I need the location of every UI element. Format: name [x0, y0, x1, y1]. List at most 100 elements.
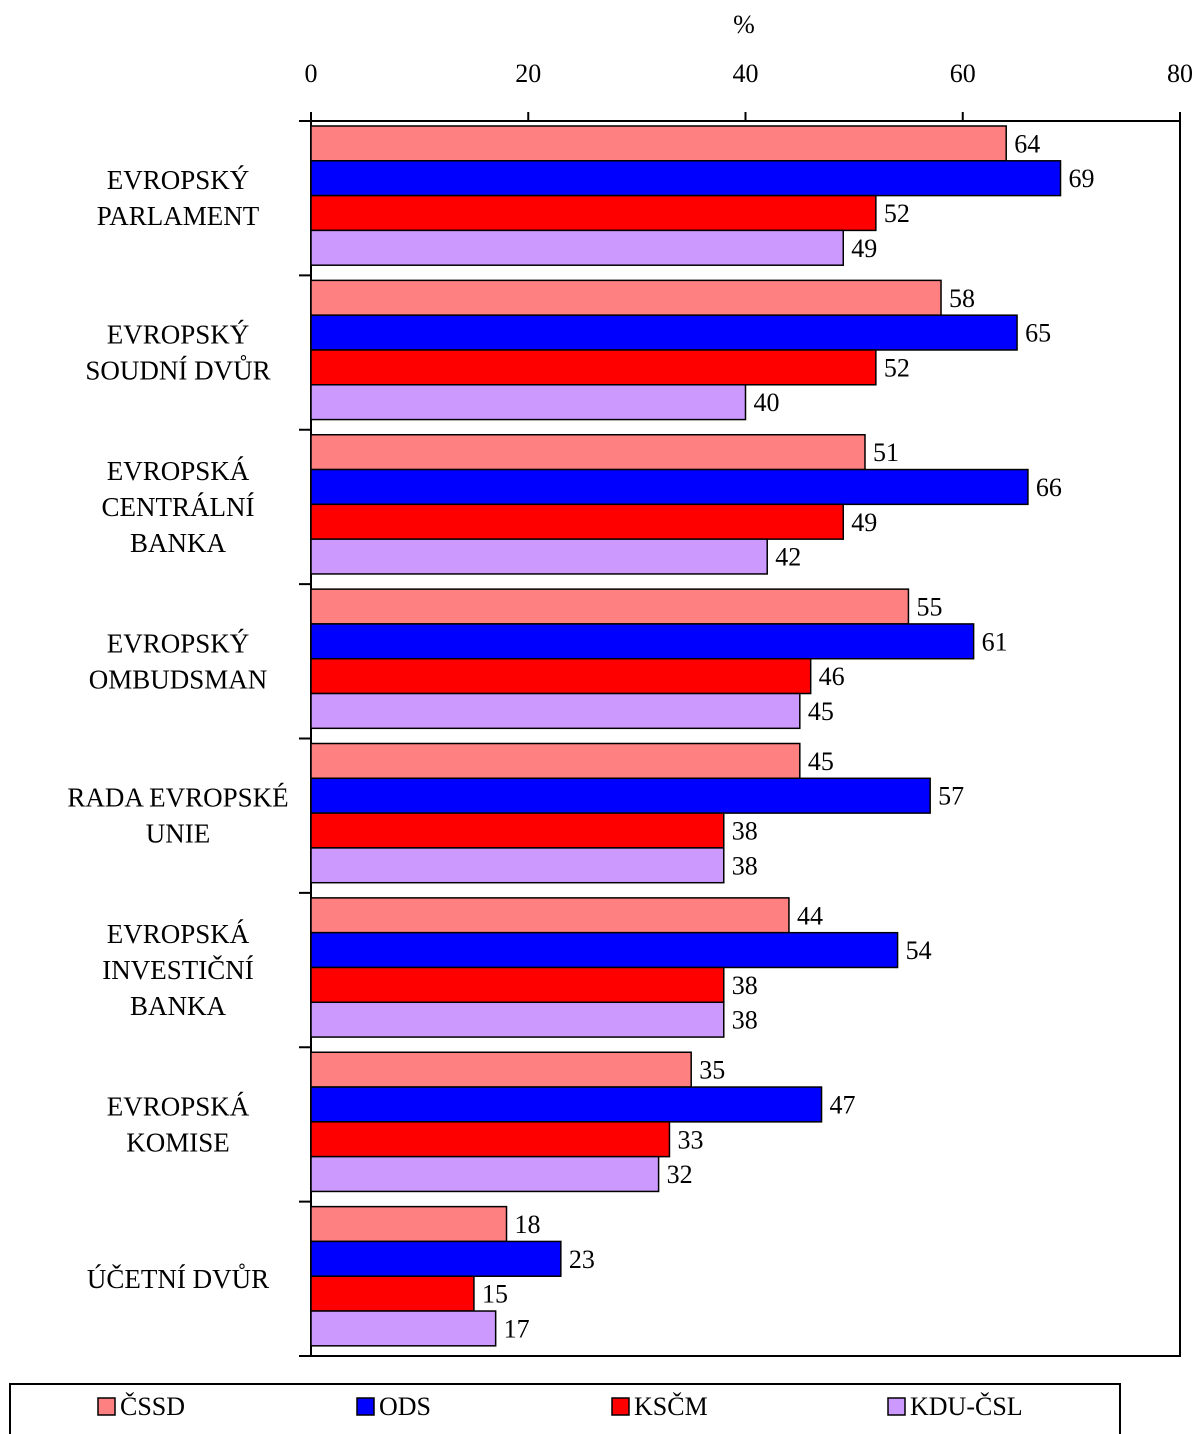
legend-swatch	[611, 1397, 630, 1416]
value-label: 15	[482, 1280, 508, 1309]
value-label: 38	[732, 971, 758, 1000]
value-label: 42	[775, 543, 801, 572]
category-label: KOMISE	[126, 1127, 230, 1157]
bar-kdu-sl-7	[310, 1310, 497, 1347]
axes	[299, 112, 1181, 1357]
category-label: ÚČETNÍ DVŮR	[87, 1263, 269, 1294]
value-label: 45	[808, 697, 834, 726]
bar--ssd-5	[310, 897, 790, 934]
value-label: 61	[982, 627, 1008, 656]
bar-ks-m-4	[310, 812, 725, 849]
value-label: 32	[667, 1160, 693, 1189]
category-label: INVESTIČNÍ	[102, 955, 253, 985]
category-label: PARLAMENT	[97, 201, 260, 231]
x-tick-label: 40	[733, 59, 759, 88]
value-label: 18	[515, 1210, 541, 1239]
category-label: EVROPSKÝ	[107, 628, 250, 658]
value-label: 51	[873, 438, 899, 467]
bars	[310, 125, 1062, 1347]
value-label: 47	[830, 1090, 856, 1119]
x-tick-label: 20	[515, 59, 541, 88]
value-label: 52	[884, 353, 910, 382]
legend-label: KDU-ČSL	[910, 1392, 1023, 1421]
x-tick-label: 0	[305, 59, 318, 88]
bar-ks-m-0	[310, 194, 877, 232]
bar--ssd-0	[310, 125, 1007, 162]
category-label: EVROPSKÁ	[107, 919, 250, 949]
value-label: 64	[1014, 129, 1040, 158]
value-label: 52	[884, 199, 910, 228]
bar--ssd-1	[310, 279, 942, 316]
bar-kdu-sl-3	[310, 692, 801, 730]
bar-kdu-sl-1	[310, 384, 747, 421]
bar-ks-m-3	[310, 657, 812, 695]
legend: ČSSD ODS KSČM KDU-ČSL	[9, 1383, 1121, 1434]
labels: 0 20 40 60 8064695249EVROPSKÝPARLAMENT586552…	[67, 59, 1193, 1343]
category-label: CENTRÁLNÍ	[102, 492, 255, 522]
value-label: 58	[949, 284, 975, 313]
value-label: 38	[732, 817, 758, 846]
x-axis-label: %	[733, 10, 755, 39]
bar-ods-3	[310, 623, 975, 660]
bar--ssd-6	[310, 1051, 692, 1088]
category-label: OMBUDSMAN	[89, 664, 268, 694]
category-label: EVROPSKÁ	[107, 456, 250, 486]
value-label: 46	[819, 662, 845, 691]
bar-ods-1	[310, 314, 1018, 351]
bar-kdu-sl-6	[310, 1155, 660, 1193]
bar--ssd-4	[310, 742, 801, 780]
category-label: RADA EVROPSKÉ	[67, 783, 288, 813]
legend-box	[9, 1383, 1121, 1434]
value-label: 23	[569, 1245, 595, 1274]
value-label: 49	[851, 508, 877, 537]
category-label: BANKA	[130, 991, 227, 1021]
value-label: 33	[677, 1125, 703, 1154]
bar-ks-m-2	[310, 503, 845, 540]
category-label: EVROPSKÝ	[107, 320, 250, 350]
bar--ssd-2	[310, 434, 866, 471]
x-tick-label: 60	[950, 59, 976, 88]
value-label: 55	[916, 593, 942, 622]
value-label: 54	[906, 936, 932, 965]
value-label: 49	[851, 234, 877, 263]
bar-kdu-sl-5	[310, 1001, 725, 1038]
category-label: EVROPSKÝ	[107, 165, 250, 195]
x-tick-label: 80	[1167, 59, 1193, 88]
bar--ssd-7	[310, 1205, 508, 1243]
legend-label: KSČM	[634, 1392, 708, 1421]
bar-kdu-sl-4	[310, 847, 725, 884]
bar-ods-5	[310, 931, 899, 969]
value-label: 65	[1025, 319, 1051, 348]
value-label: 66	[1036, 473, 1062, 502]
category-label: EVROPSKÁ	[107, 1091, 250, 1121]
category-label: SOUDNÍ DVŮR	[85, 355, 270, 386]
value-label: 35	[699, 1056, 725, 1085]
category-label: BANKA	[130, 528, 227, 558]
legend-swatch	[887, 1397, 906, 1416]
value-label: 38	[732, 851, 758, 880]
legend-label: ODS	[379, 1392, 431, 1421]
bar-ks-m-1	[310, 349, 877, 386]
bar-ks-m-5	[310, 966, 725, 1004]
legend-swatch	[356, 1397, 375, 1416]
category-label: UNIE	[146, 819, 210, 849]
bar-ods-0	[310, 160, 1062, 197]
bar--ssd-3	[310, 588, 910, 625]
bar-kdu-sl-0	[310, 229, 845, 266]
value-label: 57	[938, 782, 964, 811]
bar-ks-m-6	[310, 1121, 671, 1158]
bar-ods-6	[310, 1086, 823, 1123]
bar-ods-7	[310, 1240, 562, 1277]
value-label: 69	[1069, 164, 1095, 193]
value-label: 45	[808, 747, 834, 776]
value-label: 44	[797, 901, 823, 930]
legend-swatch	[97, 1397, 116, 1416]
legend-label: ČSSD	[120, 1392, 185, 1421]
bar-ks-m-7	[310, 1275, 475, 1312]
value-label: 17	[504, 1314, 530, 1343]
value-label: 38	[732, 1006, 758, 1035]
bar-ods-4	[310, 777, 931, 814]
value-label: 40	[754, 388, 780, 417]
bar-kdu-sl-2	[310, 538, 768, 575]
